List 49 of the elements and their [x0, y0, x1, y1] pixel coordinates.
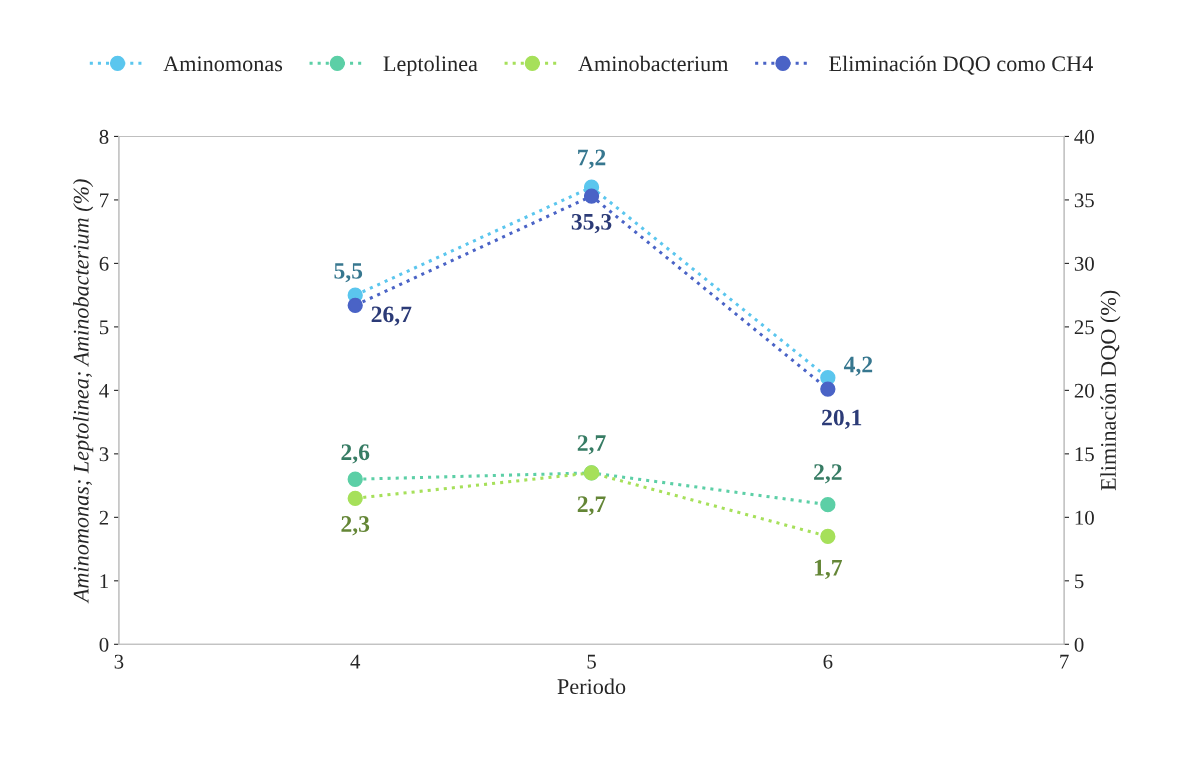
point	[347, 297, 363, 313]
y2-tick-label: 0	[1074, 637, 1084, 652]
data-label: 2,7	[577, 496, 606, 516]
data-label: 35,3	[571, 213, 612, 234]
y-axis-title: Aminomonas; Leptolinea; Aminobacterium (%)	[73, 179, 94, 604]
y-tick-label: 0	[99, 637, 109, 652]
y-tick-label: 4	[99, 383, 109, 398]
y2-tick-label: 15	[1075, 447, 1094, 462]
x-axis-title: Periodo	[557, 678, 626, 695]
y2-tick-label: 25	[1074, 320, 1094, 335]
data-label: 26,7	[371, 306, 412, 326]
y2-tick-label: 35	[1074, 193, 1094, 208]
legend-label: Leptolinea	[383, 55, 478, 76]
data-label: 4,2	[843, 356, 873, 376]
y-tick-label: 8	[99, 129, 109, 144]
legend-label: Aminomonas	[163, 56, 283, 72]
data-label: 2,6	[341, 444, 370, 464]
y-tick-label: 1	[100, 574, 108, 589]
y2-tick-label: 30	[1074, 256, 1094, 271]
y-tick-label: 2	[99, 510, 109, 525]
x-tick-label: 6	[823, 654, 833, 669]
y-tick-label: 6	[99, 256, 109, 271]
y2-tick-label: 10	[1075, 510, 1094, 525]
y-tick-label: 5	[99, 320, 109, 335]
point	[820, 496, 836, 513]
data-label: 5,5	[334, 263, 363, 283]
x-tick-label: 4	[350, 654, 361, 669]
data-label: 2,7	[577, 435, 606, 455]
x-tick-label: 5	[587, 654, 596, 669]
point	[347, 471, 363, 487]
point	[347, 490, 363, 506]
x-tick-label: 3	[114, 654, 124, 669]
y2-tick-label: 20	[1074, 383, 1094, 398]
point	[583, 188, 600, 204]
point	[820, 528, 836, 545]
data-label: 1,7	[814, 559, 843, 580]
y2-tick-label: 40	[1074, 129, 1094, 144]
legend-label: Aminobacterium	[578, 55, 729, 72]
legend-label: Eliminación DQO como CH4	[829, 55, 1093, 75]
y2-tick-label: 5	[1075, 574, 1084, 589]
y-tick-label: 3	[99, 447, 109, 462]
data-label: 20,1	[822, 409, 862, 429]
data-label: 2,2	[814, 464, 842, 484]
data-label: 7,2	[578, 149, 606, 169]
x-tick-label: 7	[1060, 654, 1069, 669]
y-tick-label: 7	[100, 193, 109, 208]
y2-axis-title: Eliminación DQO (%)	[1100, 290, 1121, 491]
data-label: 2,3	[341, 516, 370, 536]
point	[820, 381, 836, 397]
